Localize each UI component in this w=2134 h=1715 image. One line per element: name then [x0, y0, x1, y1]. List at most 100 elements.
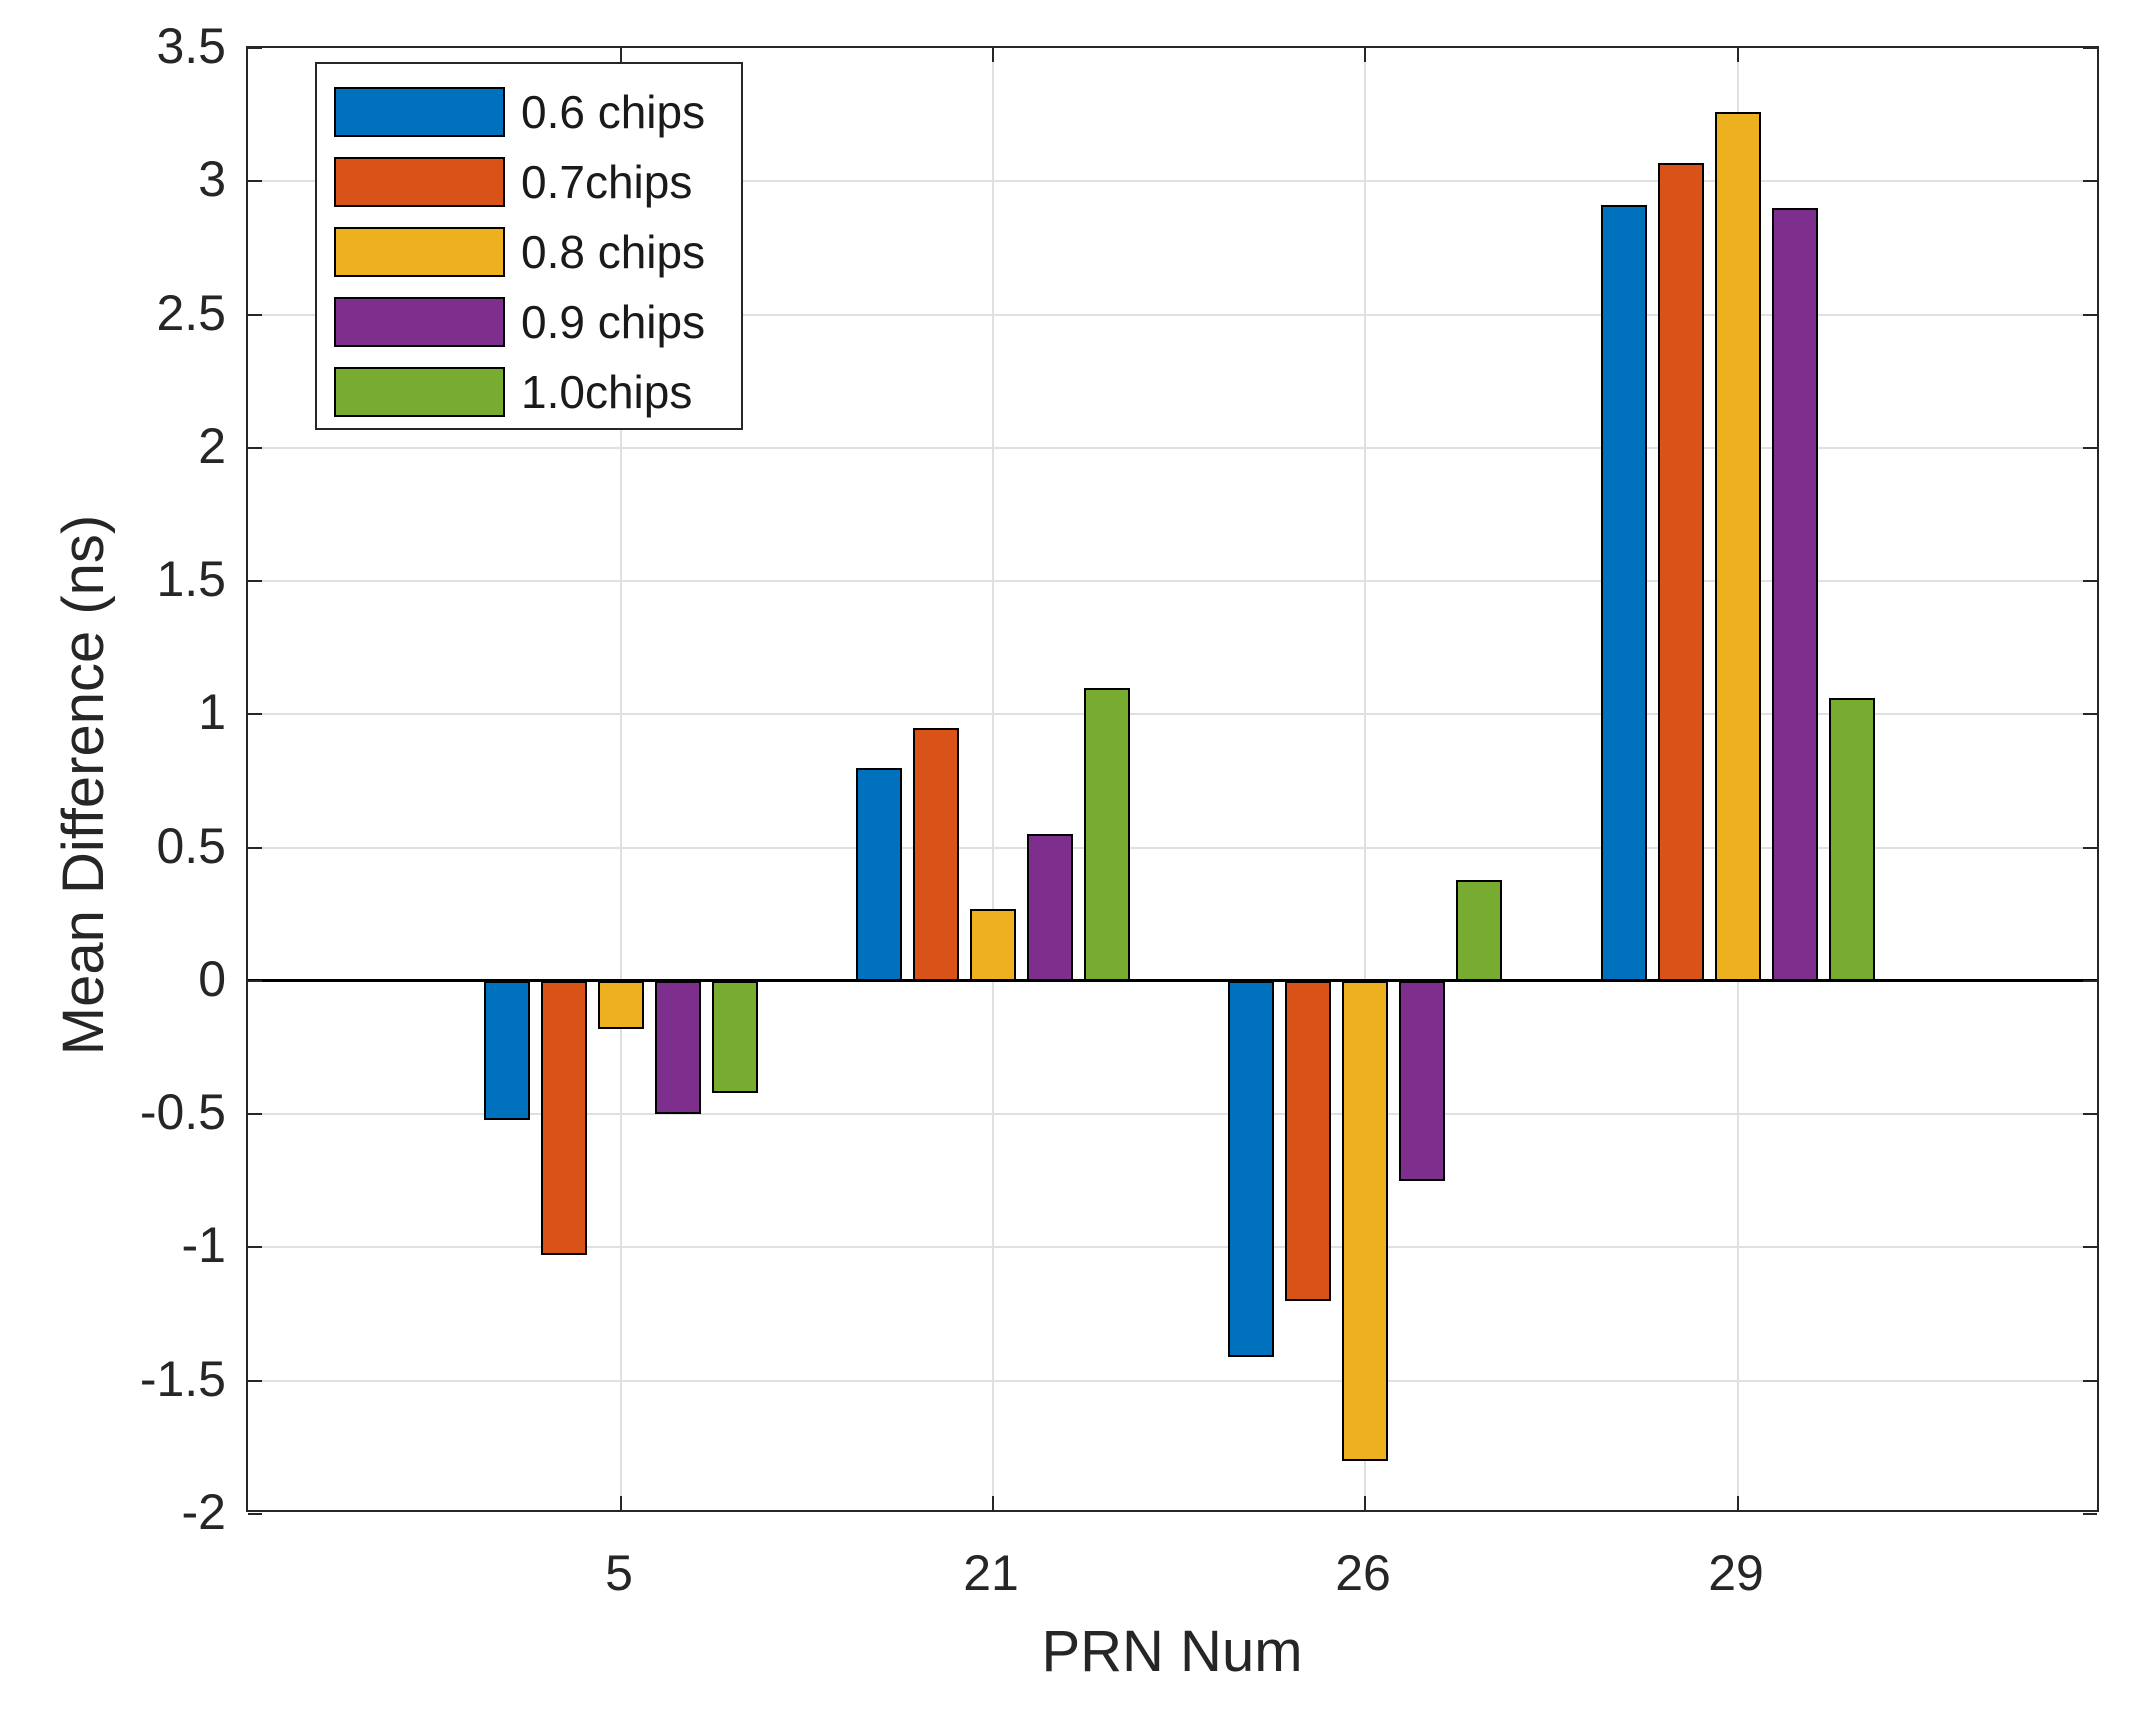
- bar-series-3-prn-29: [1772, 207, 1818, 981]
- legend-row: 0.7chips: [334, 151, 741, 213]
- h-gridline: [248, 1246, 2097, 1249]
- bar-series-2-prn-21: [970, 908, 1016, 981]
- legend-label: 0.9 chips: [521, 296, 706, 348]
- y-tick-label: -2: [181, 1484, 226, 1540]
- y-tick-mark-right: [2083, 1246, 2097, 1249]
- y-tick-label: 1: [198, 684, 226, 741]
- x-tick-label: 21: [963, 1545, 1019, 1601]
- y-tick-label: -0.5: [139, 1084, 226, 1141]
- legend-swatch: [334, 227, 505, 277]
- bar-series-4-prn-5: [712, 980, 758, 1093]
- bar-series-3-prn-21: [1027, 834, 1073, 981]
- x-tick-mark-top: [992, 48, 994, 62]
- y-tick-label: 0.5: [156, 817, 226, 874]
- legend-swatch: [334, 87, 505, 137]
- y-tick-label: 2.5: [156, 284, 226, 341]
- y-tick-mark: [248, 446, 262, 449]
- y-tick-mark: [248, 846, 262, 849]
- y-tick-mark-right: [2083, 580, 2097, 583]
- h-gridline: [248, 846, 2097, 849]
- h-gridline: [248, 580, 2097, 583]
- legend-row: 1.0chips: [334, 361, 741, 423]
- bar-series-2-prn-26: [1342, 980, 1388, 1461]
- y-tick-mark: [248, 979, 262, 982]
- legend-swatch: [334, 367, 505, 417]
- h-gridline: [248, 1379, 2097, 1382]
- legend-row: 0.6 chips: [334, 81, 741, 143]
- x-tick-label: 26: [1335, 1545, 1391, 1601]
- bar-series-1-prn-21: [913, 727, 959, 981]
- y-tick-label: 1.5: [156, 551, 226, 608]
- zero-line: [248, 979, 2097, 983]
- y-tick-mark: [248, 580, 262, 583]
- bar-series-0-prn-26: [1228, 980, 1274, 1357]
- y-tick-mark: [248, 713, 262, 716]
- y-tick-label: 0: [198, 950, 226, 1007]
- bar-series-0-prn-5: [484, 980, 530, 1120]
- x-tick-mark-top: [1737, 48, 1739, 62]
- bar-series-3-prn-5: [655, 980, 701, 1115]
- legend: 0.6 chips 0.7chips 0.8 chips 0.9 chips 1.0ch…: [315, 62, 743, 430]
- y-tick-label: -1.5: [139, 1350, 226, 1407]
- x-tick-mark: [1737, 1496, 1739, 1510]
- bar-series-4-prn-21: [1084, 687, 1130, 981]
- legend-label: 0.6 chips: [521, 86, 706, 138]
- x-tick-mark-top: [620, 48, 622, 62]
- bar-series-1-prn-29: [1658, 162, 1704, 981]
- bar-series-3-prn-26: [1399, 980, 1445, 1181]
- bar-series-1-prn-26: [1285, 980, 1331, 1301]
- bar-series-2-prn-5: [598, 980, 644, 1029]
- legend-swatch: [334, 157, 505, 207]
- x-tick-mark: [1364, 1496, 1366, 1510]
- h-gridline: [248, 713, 2097, 716]
- y-tick-label: -1: [181, 1217, 226, 1274]
- v-gridline: [620, 48, 622, 1510]
- y-tick-mark-right: [2083, 979, 2097, 982]
- y-tick-mark-right: [2083, 446, 2097, 449]
- y-tick-mark-right: [2083, 713, 2097, 716]
- x-tick-label: 5: [605, 1545, 633, 1601]
- y-tick-mark: [248, 1379, 262, 1382]
- h-gridline: [248, 313, 2097, 316]
- y-tick-mark-right: [2083, 846, 2097, 849]
- y-tick-mark: [248, 1113, 262, 1116]
- bar-series-0-prn-29: [1601, 205, 1647, 981]
- x-tick-label: 29: [1708, 1545, 1764, 1601]
- y-tick-mark: [248, 1513, 262, 1515]
- y-tick-label: 3: [198, 151, 226, 208]
- x-axis-title: PRN Num: [1041, 1619, 1303, 1684]
- legend-label: 1.0chips: [521, 366, 693, 418]
- bar-series-4-prn-26: [1456, 879, 1502, 981]
- h-gridline: [248, 180, 2097, 183]
- y-tick-mark-right: [2083, 1379, 2097, 1382]
- x-tick-mark: [992, 1496, 994, 1510]
- legend-label: 0.7chips: [521, 156, 693, 208]
- x-tick-mark-top: [1364, 48, 1366, 62]
- legend-row: 0.8 chips: [334, 221, 741, 283]
- plot-area: [246, 46, 2099, 1515]
- y-axis-title: Mean Difference (ns): [51, 514, 116, 1056]
- v-gridline: [992, 48, 994, 1510]
- h-gridline: [248, 446, 2097, 449]
- y-tick-label: 3.5: [156, 18, 226, 74]
- y-tick-mark: [248, 180, 262, 183]
- y-tick-label: 2: [198, 417, 226, 474]
- y-tick-mark-right: [2083, 313, 2097, 316]
- bar-series-2-prn-29: [1715, 111, 1761, 981]
- h-gridline: [248, 1113, 2097, 1116]
- legend-label: 0.8 chips: [521, 226, 706, 278]
- y-tick-mark: [248, 313, 262, 316]
- y-tick-mark-right: [2083, 1513, 2097, 1515]
- y-tick-mark-right: [2083, 1113, 2097, 1116]
- y-tick-mark: [248, 1246, 262, 1249]
- bar-series-1-prn-5: [541, 980, 587, 1256]
- bar-series-0-prn-21: [856, 767, 902, 981]
- y-tick-mark: [248, 47, 262, 49]
- legend-swatch: [334, 297, 505, 347]
- bar-series-4-prn-29: [1829, 698, 1875, 981]
- x-tick-mark: [620, 1496, 622, 1510]
- v-gridline: [1364, 48, 1366, 1510]
- y-tick-mark-right: [2083, 47, 2097, 49]
- y-tick-mark-right: [2083, 180, 2097, 183]
